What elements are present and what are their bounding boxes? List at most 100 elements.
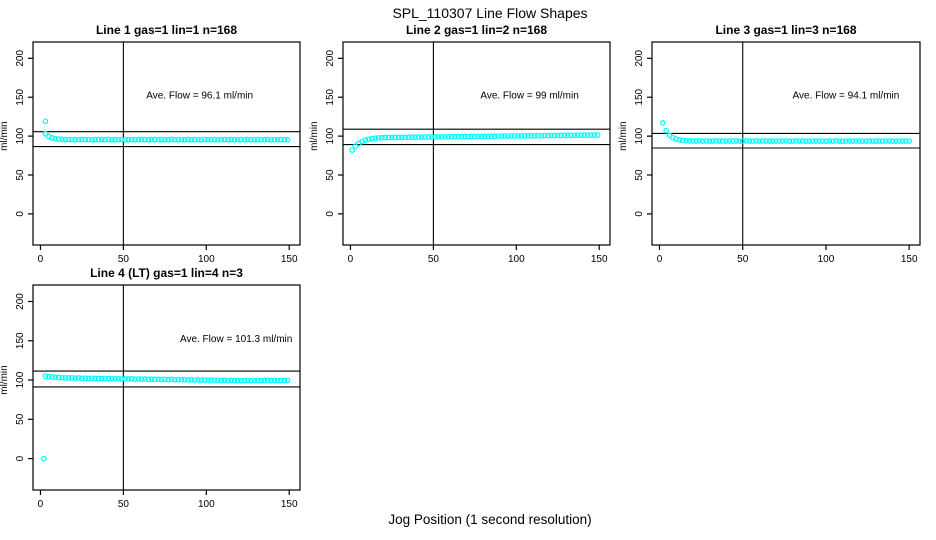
flow-point	[241, 377, 248, 384]
flow-point	[268, 377, 274, 384]
flow-point	[743, 138, 749, 144]
y-tick-label: 0	[15, 211, 26, 217]
flow-point	[251, 377, 258, 384]
flow-point	[471, 133, 478, 140]
flow-point	[211, 377, 218, 384]
subplot-title: Line 2 gas=1 lin=2 n=168	[406, 23, 547, 37]
flow-point	[75, 375, 82, 381]
flow-point	[415, 134, 422, 140]
flow-point	[382, 134, 389, 141]
flow-point	[181, 136, 188, 143]
flow-point	[102, 136, 108, 143]
subplot-3: Line 3 gas=1 lin=3 n=168 0 50 100 150 0 50 100 1…	[618, 23, 921, 265]
data-points	[40, 373, 291, 462]
flow-point	[251, 136, 258, 143]
flow-point	[284, 136, 291, 143]
flow-point	[442, 133, 448, 140]
flow-point	[535, 132, 541, 139]
y-tick-label: 200	[15, 293, 26, 310]
x-tick-label: 0	[38, 499, 44, 510]
flow-point	[683, 137, 689, 144]
flow-point	[62, 374, 69, 381]
flow-point	[455, 133, 462, 140]
flow-point	[148, 136, 155, 143]
flow-point	[676, 136, 683, 143]
flow-point	[468, 133, 475, 140]
flow-point	[544, 132, 551, 139]
flow-point	[769, 138, 776, 144]
x-tick-label: 100	[818, 254, 835, 265]
data-points	[659, 120, 913, 145]
x-axis: 0 50 100 150	[38, 245, 298, 265]
flow-point	[853, 138, 859, 144]
flow-point	[178, 376, 185, 383]
flow-point	[45, 373, 52, 380]
flow-point	[729, 138, 736, 144]
flow-point	[689, 138, 696, 144]
flow-point	[195, 377, 201, 383]
flow-point	[142, 136, 148, 143]
flow-point	[284, 377, 291, 384]
flow-point	[873, 138, 879, 145]
flow-point	[211, 136, 218, 143]
outlier-point	[42, 118, 49, 125]
flow-point	[866, 138, 873, 144]
flow-point	[425, 134, 432, 140]
flow-point	[836, 138, 843, 144]
flow-point	[59, 374, 65, 381]
flow-point	[79, 375, 85, 382]
flow-point	[188, 376, 195, 383]
flow-point	[158, 376, 165, 383]
flow-point	[505, 133, 511, 139]
y-tick-label: 150	[325, 88, 336, 105]
flow-point	[181, 376, 188, 383]
y-tick-label: 100	[634, 127, 645, 144]
flow-point	[155, 376, 162, 383]
flow-point	[719, 138, 726, 144]
flow-point	[168, 376, 175, 383]
flow-point	[485, 133, 491, 140]
flow-point	[501, 133, 508, 139]
flow-point	[819, 138, 826, 144]
flow-point	[733, 138, 739, 144]
flow-point	[221, 136, 228, 143]
flow-point	[95, 375, 102, 382]
flow-point	[438, 134, 445, 140]
flow-point	[448, 133, 455, 140]
flow-point	[525, 133, 531, 139]
plot-frame	[651, 41, 921, 246]
flow-point	[208, 377, 215, 383]
y-tick-label: 50	[325, 169, 336, 181]
x-tick-label: 50	[428, 254, 440, 265]
flow-point	[145, 136, 152, 143]
flow-point	[578, 132, 584, 139]
flow-point	[498, 133, 505, 140]
flow-point	[191, 136, 198, 143]
flow-point	[703, 138, 709, 144]
y-tick-label: 150	[15, 88, 26, 105]
flow-point	[508, 133, 515, 139]
flow-point	[432, 134, 438, 140]
flow-point	[215, 377, 221, 384]
flow-point	[234, 377, 241, 384]
y-axis-label: ml/min	[618, 121, 629, 150]
y-axis: 0 50 100 150 200	[15, 50, 33, 217]
flow-point	[541, 132, 548, 139]
flow-point	[763, 138, 769, 144]
y-tick-label: 50	[634, 169, 645, 181]
x-tick-label: 0	[348, 254, 354, 265]
flow-point	[85, 136, 92, 143]
flow-point	[201, 136, 208, 143]
flow-point	[515, 133, 521, 139]
flow-point	[561, 132, 568, 139]
flow-point	[445, 133, 452, 140]
flow-point	[392, 134, 399, 141]
flow-point	[829, 138, 836, 145]
y-axis: 0 50 100 150 200	[634, 50, 652, 217]
flow-point	[135, 136, 142, 143]
flow-point	[274, 377, 281, 384]
flow-point	[899, 138, 906, 144]
flow-point	[258, 136, 264, 143]
flow-point	[218, 136, 225, 143]
flow-point	[198, 377, 205, 383]
